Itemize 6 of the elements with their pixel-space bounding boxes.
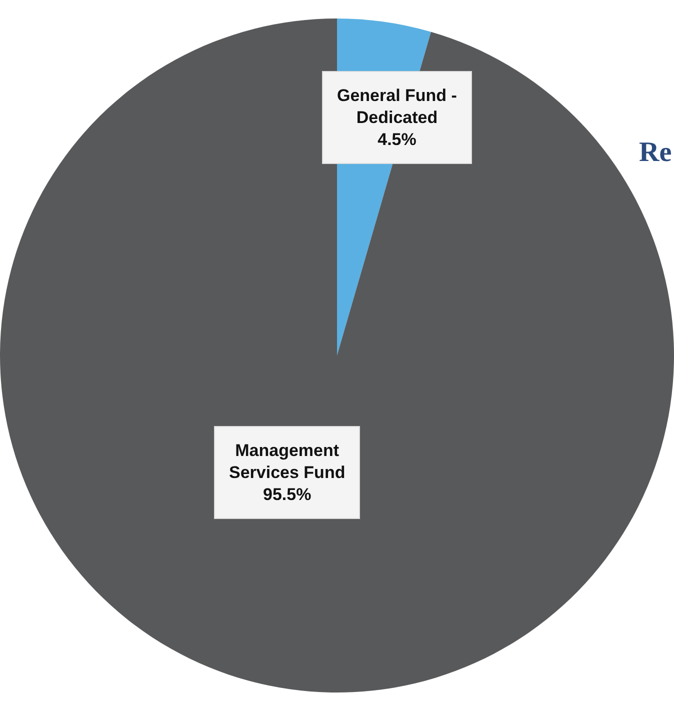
text: Re <box>639 137 672 168</box>
pie-slice <box>0 18 674 692</box>
data-label: 95.5% <box>263 485 312 504</box>
data-label: 4.5% <box>378 130 416 150</box>
slice-label: Management Services Fund <box>229 441 346 482</box>
slice-label: General Fund - Dedicated <box>337 86 457 128</box>
